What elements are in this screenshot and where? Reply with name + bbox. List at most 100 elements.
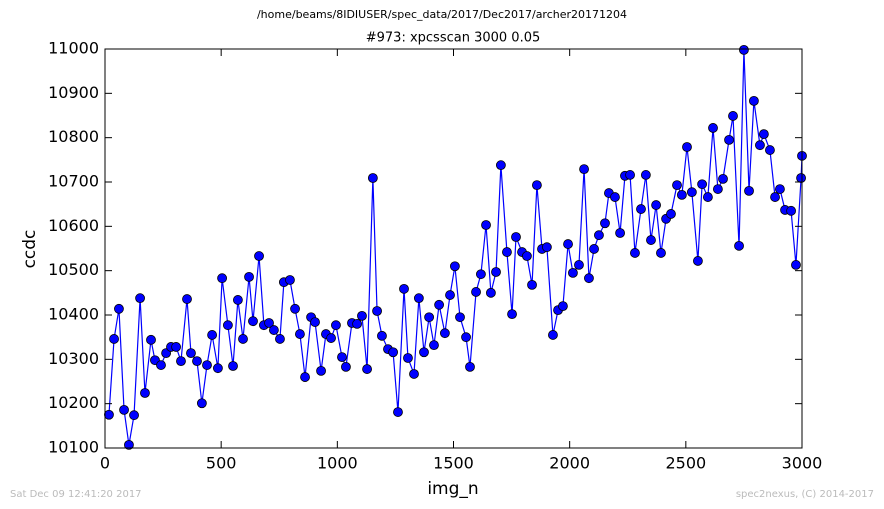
data-point — [693, 256, 703, 266]
data-point — [213, 363, 223, 374]
data-point — [393, 407, 403, 417]
data-point — [589, 244, 599, 254]
data-point — [682, 142, 692, 152]
data-point — [495, 160, 506, 171]
data-point — [352, 318, 362, 329]
y-tick-label: 10700 — [48, 172, 99, 191]
footer-credit: spec2nexus, (C) 2014-2017 — [736, 489, 874, 500]
data-point — [186, 348, 196, 359]
data-point — [372, 306, 382, 316]
data-point — [718, 173, 728, 184]
data-point — [532, 180, 542, 191]
data-point — [357, 310, 367, 321]
data-point — [749, 95, 759, 106]
data-point — [449, 261, 460, 272]
data-point — [196, 398, 207, 409]
data-point — [455, 312, 465, 323]
y-axis-label: ccdc — [20, 230, 40, 269]
data-point — [610, 192, 620, 202]
data-point — [202, 360, 212, 370]
data-point — [734, 240, 744, 251]
data-point — [712, 184, 723, 194]
data-point — [568, 267, 578, 278]
data-point — [471, 287, 481, 297]
data-point — [775, 184, 785, 194]
data-point — [124, 439, 134, 450]
y-tick-label: 10200 — [48, 393, 99, 412]
data-point — [481, 220, 491, 230]
y-tick-label: 10800 — [48, 127, 99, 146]
data-point — [728, 111, 738, 121]
data-point — [341, 361, 351, 372]
data-point — [238, 334, 248, 344]
data-point — [331, 320, 341, 331]
data-point — [264, 318, 274, 328]
data-point — [367, 173, 378, 183]
data-point — [558, 301, 568, 312]
data-point — [440, 328, 450, 339]
data-point — [109, 334, 119, 344]
data-point — [486, 287, 496, 298]
data-point — [646, 235, 656, 245]
data-point — [672, 180, 682, 191]
data-point — [640, 170, 651, 180]
data-point — [217, 273, 227, 284]
data-point — [615, 228, 625, 238]
x-tick-label: 500 — [206, 454, 237, 473]
data-point — [656, 248, 666, 258]
data-point — [192, 356, 202, 367]
data-point — [232, 295, 243, 305]
data-point — [434, 299, 444, 310]
data-point — [129, 410, 139, 421]
data-point — [337, 352, 347, 363]
data-point — [594, 230, 604, 241]
data-point — [310, 317, 320, 327]
data-point — [424, 312, 435, 323]
data-point — [758, 129, 769, 140]
data-point — [248, 316, 258, 327]
x-axis-label: img_n — [427, 479, 478, 499]
data-point — [388, 347, 398, 358]
data-point — [584, 273, 594, 284]
x-tick-label: 0 — [100, 454, 110, 473]
y-tick-label: 10100 — [48, 438, 99, 457]
data-point — [522, 251, 532, 261]
data-point — [676, 189, 687, 200]
data-point — [574, 260, 584, 270]
data-point — [703, 192, 713, 202]
data-line — [108, 49, 803, 445]
data-point — [744, 185, 754, 196]
data-point — [600, 218, 610, 229]
data-point — [796, 173, 806, 183]
y-tick-label: 10500 — [48, 260, 99, 279]
x-tick-label: 2000 — [549, 454, 590, 473]
data-point — [413, 293, 424, 304]
data-point — [724, 134, 734, 145]
data-point — [511, 232, 521, 242]
data-point — [119, 404, 129, 415]
data-point — [244, 271, 254, 282]
x-tick-label: 3000 — [782, 454, 823, 473]
data-point — [171, 342, 181, 352]
data-point — [755, 140, 765, 151]
data-point — [697, 179, 707, 190]
y-tick-label: 10400 — [48, 305, 99, 324]
x-tick-label: 2500 — [665, 454, 706, 473]
data-point — [399, 283, 409, 294]
data-point — [316, 365, 326, 376]
data-point — [135, 293, 145, 304]
data-point — [290, 303, 300, 314]
data-point — [625, 170, 635, 180]
data-point — [491, 267, 501, 277]
data-point — [223, 320, 233, 331]
data-point — [295, 329, 305, 339]
data-point — [770, 192, 780, 202]
suptitle: /home/beams/8IDIUSER/spec_data/2017/Dec2… — [257, 8, 627, 21]
data-point — [176, 356, 186, 367]
y-tick-label: 10300 — [48, 349, 99, 368]
data-point — [708, 123, 718, 133]
data-point — [502, 247, 512, 257]
data-point — [666, 209, 676, 219]
